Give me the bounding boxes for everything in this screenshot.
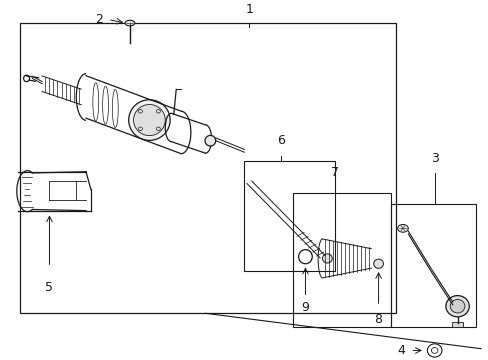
Ellipse shape (397, 224, 407, 232)
Ellipse shape (322, 254, 331, 263)
Ellipse shape (125, 20, 135, 26)
Bar (451, 323, 463, 327)
Text: 7: 7 (330, 166, 338, 179)
Bar (293, 193, 390, 328)
Text: 6: 6 (277, 134, 285, 147)
Ellipse shape (449, 300, 464, 313)
Ellipse shape (445, 296, 468, 317)
Text: 5: 5 (45, 282, 53, 294)
Text: 2: 2 (95, 13, 103, 26)
Text: 4: 4 (397, 344, 405, 357)
Ellipse shape (128, 100, 170, 140)
Ellipse shape (204, 135, 215, 146)
Bar (20, 23, 395, 313)
Text: 3: 3 (430, 152, 438, 165)
Text: 9: 9 (301, 301, 309, 314)
Text: 8: 8 (374, 313, 382, 326)
Ellipse shape (133, 104, 165, 136)
Bar (244, 161, 334, 271)
Text: 1: 1 (245, 3, 253, 16)
Ellipse shape (373, 259, 383, 268)
Bar (390, 203, 475, 328)
